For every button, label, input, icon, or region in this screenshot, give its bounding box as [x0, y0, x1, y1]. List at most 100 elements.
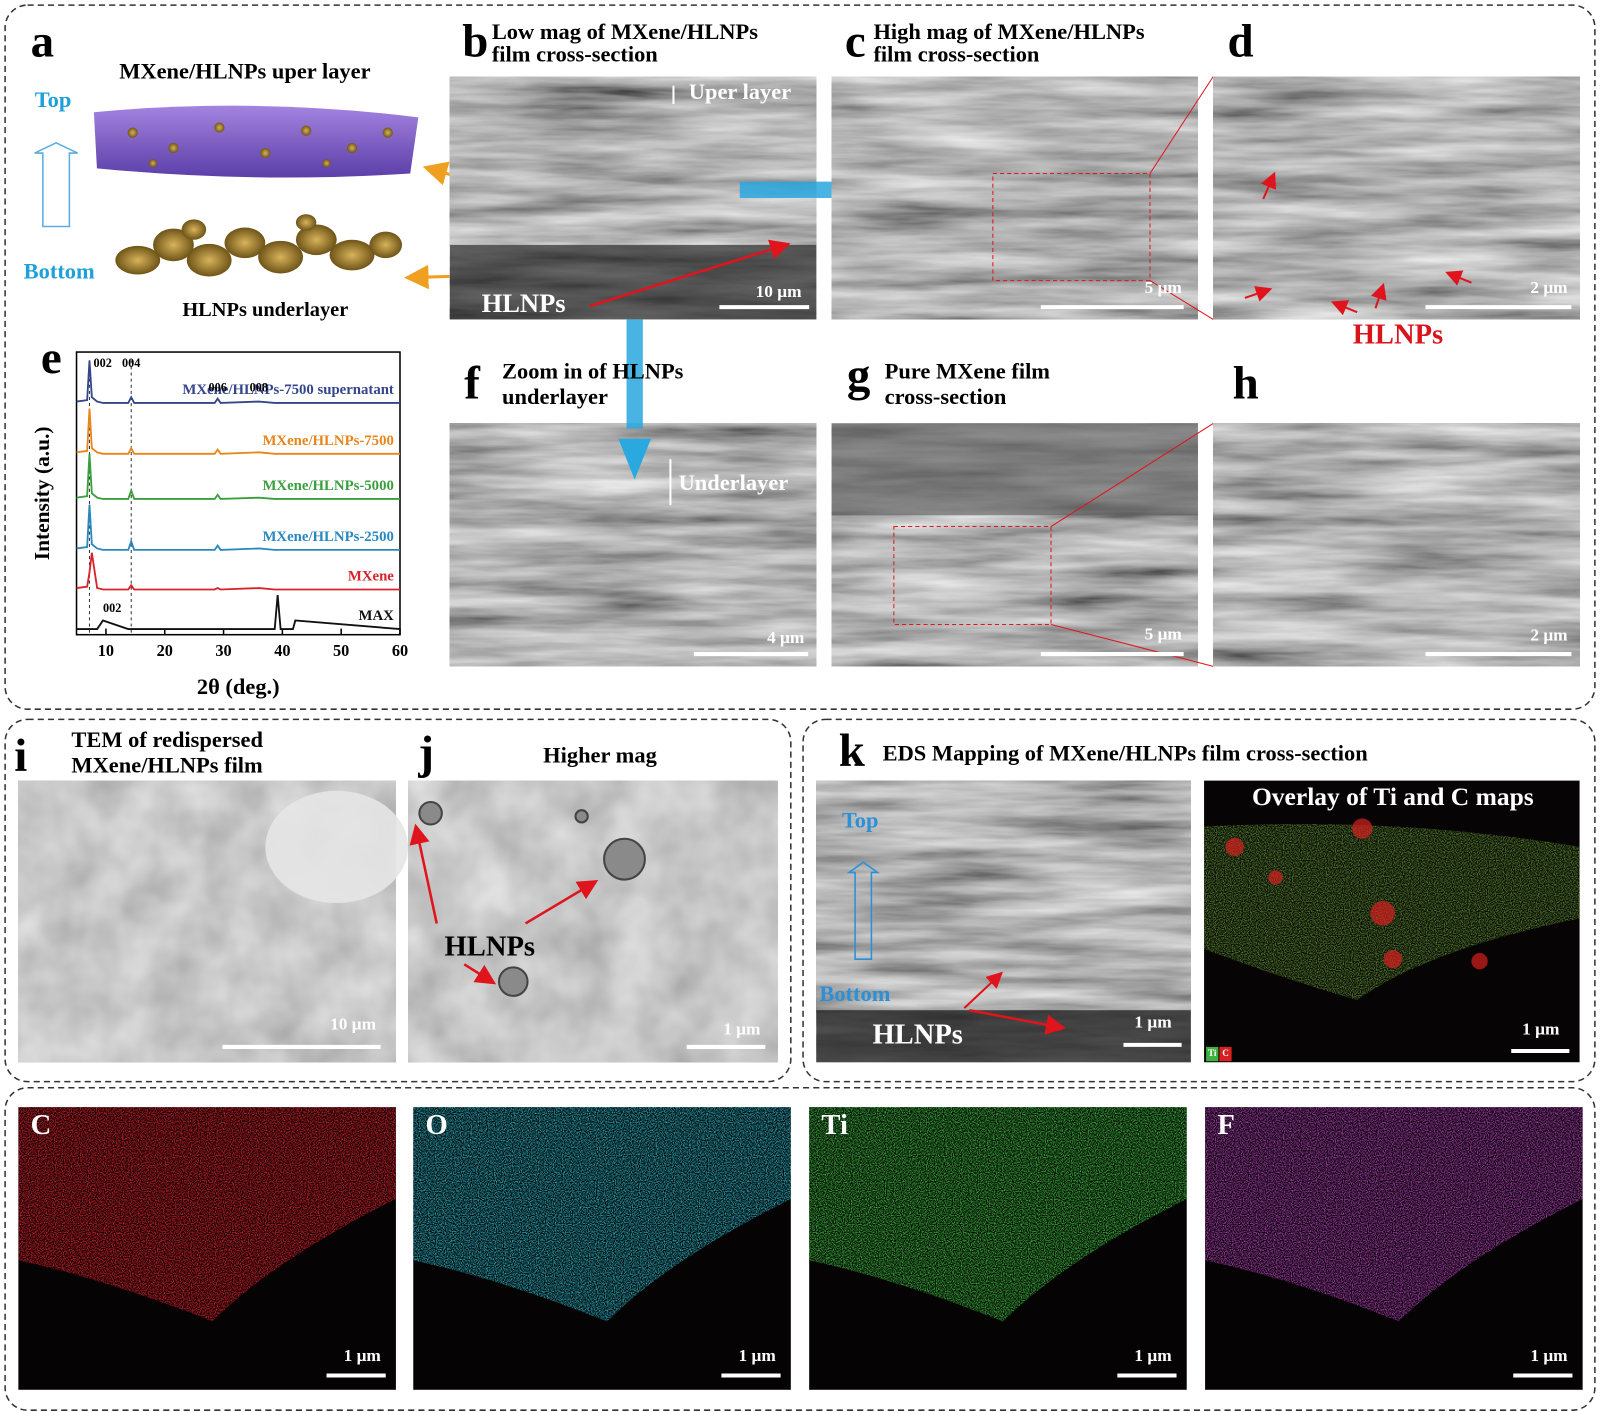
plot-frame	[75, 351, 401, 636]
series-label: MXene/HLNPs-5000	[262, 478, 393, 494]
panel-letter: i	[14, 730, 27, 782]
arrow	[963, 971, 1003, 1009]
scale-label: 5 μm	[1145, 278, 1183, 297]
arrow	[969, 1008, 1067, 1035]
series-label: MXene/HLNPs-7500	[262, 433, 393, 449]
scale-label: 4 μm	[767, 628, 805, 647]
series-label: MXene/HLNPs-2500	[262, 529, 393, 545]
frame-left	[4, 718, 792, 1083]
element-label: Ti	[821, 1110, 848, 1141]
panel-title: underlayer	[502, 384, 608, 409]
peak-label: 006	[208, 381, 226, 395]
zoom-line	[1149, 280, 1214, 320]
series-label: MXene	[348, 569, 394, 585]
particles-label: HLNPs	[1353, 319, 1443, 350]
under-label: HLNPs underlayer	[182, 299, 348, 321]
layer-particles	[127, 122, 393, 168]
arrow	[589, 239, 791, 308]
hlnps-particles	[115, 214, 403, 277]
panel-title: film cross-section	[873, 41, 1039, 66]
panel-letter: k	[839, 725, 866, 777]
figure-body: a MXene/HLNPs uper layer Top Bottom HLNP…	[4, 4, 1596, 1411]
scale-label: 1 μm	[1134, 1012, 1172, 1031]
zoom-line	[1149, 76, 1214, 174]
panel-title: EDS Mapping of MXene/HLNPs film cross-se…	[883, 740, 1369, 765]
scale-label: 1 μm	[1134, 1346, 1172, 1365]
top-label: Top	[35, 87, 72, 112]
x-tick-label: 40	[274, 641, 290, 660]
scale-label: 2 μm	[1530, 626, 1568, 645]
blue-arrow-head	[618, 438, 652, 480]
scale-label: 10 μm	[330, 1014, 376, 1033]
x-tick-label: 30	[215, 641, 231, 660]
frame-top	[4, 4, 1596, 710]
series-label: MXene/HLNPs-7500 supernatant	[182, 382, 394, 398]
zoom-line	[1050, 423, 1214, 527]
sem-shade	[831, 423, 1198, 516]
zoom-box	[992, 172, 1151, 282]
series-line	[76, 408, 400, 455]
sem-image	[831, 76, 1198, 320]
scale-label: 1 μm	[1522, 1020, 1560, 1039]
panel-letter: f	[464, 358, 481, 410]
element-label: C	[31, 1110, 52, 1141]
particles-label: HLNPs	[482, 288, 566, 318]
peak-label: 002	[94, 356, 112, 370]
peak-label: 008	[250, 381, 268, 395]
peak-label: 004	[122, 356, 140, 370]
tem-particles	[418, 801, 646, 997]
map-signal	[18, 1107, 396, 1322]
scale-label: 2 μm	[1530, 278, 1568, 297]
mxene-layer	[93, 105, 419, 178]
x-axis-label: 2θ (deg.)	[197, 674, 280, 699]
series-line	[76, 504, 400, 551]
legend-chip	[1206, 1046, 1219, 1062]
panel-letter: h	[1233, 358, 1259, 410]
panel-letter: d	[1228, 16, 1254, 68]
carbon-spots	[1225, 818, 1488, 970]
top-label: Top	[842, 808, 879, 833]
tem-image	[408, 780, 778, 1063]
scale-label: 1 μm	[723, 1020, 761, 1039]
direction-arrow	[34, 142, 78, 228]
scale-label: 1 μm	[739, 1346, 777, 1365]
panel-letter: e	[41, 332, 62, 384]
series-line	[76, 360, 400, 404]
frame-bottom	[4, 1086, 1596, 1411]
panel-title: MXene/HLNPs film	[71, 752, 263, 777]
scale-label: 10 μm	[756, 282, 802, 301]
panel-title: film cross-section	[492, 41, 658, 66]
particles-label: HLNPs	[445, 932, 535, 963]
panel-title: Higher mag	[543, 742, 657, 767]
panel-letter: c	[845, 16, 866, 68]
panel-title: Low mag of MXene/HLNPs	[492, 19, 758, 44]
xrd-chart: 10 20 30 40 50 60 2θ (deg.) Intensity (a.u.) MXe…	[30, 351, 408, 699]
map-signal	[413, 1107, 791, 1322]
legend-chip	[1219, 1046, 1232, 1062]
panel-title: High mag of MXene/HLNPs	[873, 19, 1144, 44]
bottom-label: Bottom	[24, 259, 95, 284]
scale-label: 5 μm	[1145, 625, 1183, 644]
panel-title: Zoom in of HLNPs	[502, 359, 684, 384]
panel-title: cross-section	[885, 384, 1007, 409]
panel-letter: a	[31, 16, 54, 68]
scale-label: 1 μm	[344, 1346, 382, 1365]
annotation: Uper layer	[689, 79, 791, 104]
peak-label: 002	[103, 601, 121, 615]
tem-bright	[265, 790, 409, 904]
sem-image	[1213, 423, 1580, 667]
panel-letter: j	[417, 727, 434, 779]
annotation: Underlayer	[679, 470, 789, 495]
x-tick-label: 20	[157, 641, 173, 660]
series-line	[76, 595, 401, 630]
sem-image	[1213, 76, 1580, 320]
particle-arrows	[1244, 171, 1472, 316]
y-axis-label: Intensity (a.u.)	[30, 426, 54, 560]
x-tick-label: 60	[392, 641, 408, 660]
legend-label: C	[1222, 1048, 1229, 1058]
upper-label: MXene/HLNPs uper layer	[119, 59, 370, 84]
particle-arrows	[409, 823, 599, 985]
zoom-line	[1050, 623, 1214, 667]
direction-arrow	[846, 861, 880, 960]
